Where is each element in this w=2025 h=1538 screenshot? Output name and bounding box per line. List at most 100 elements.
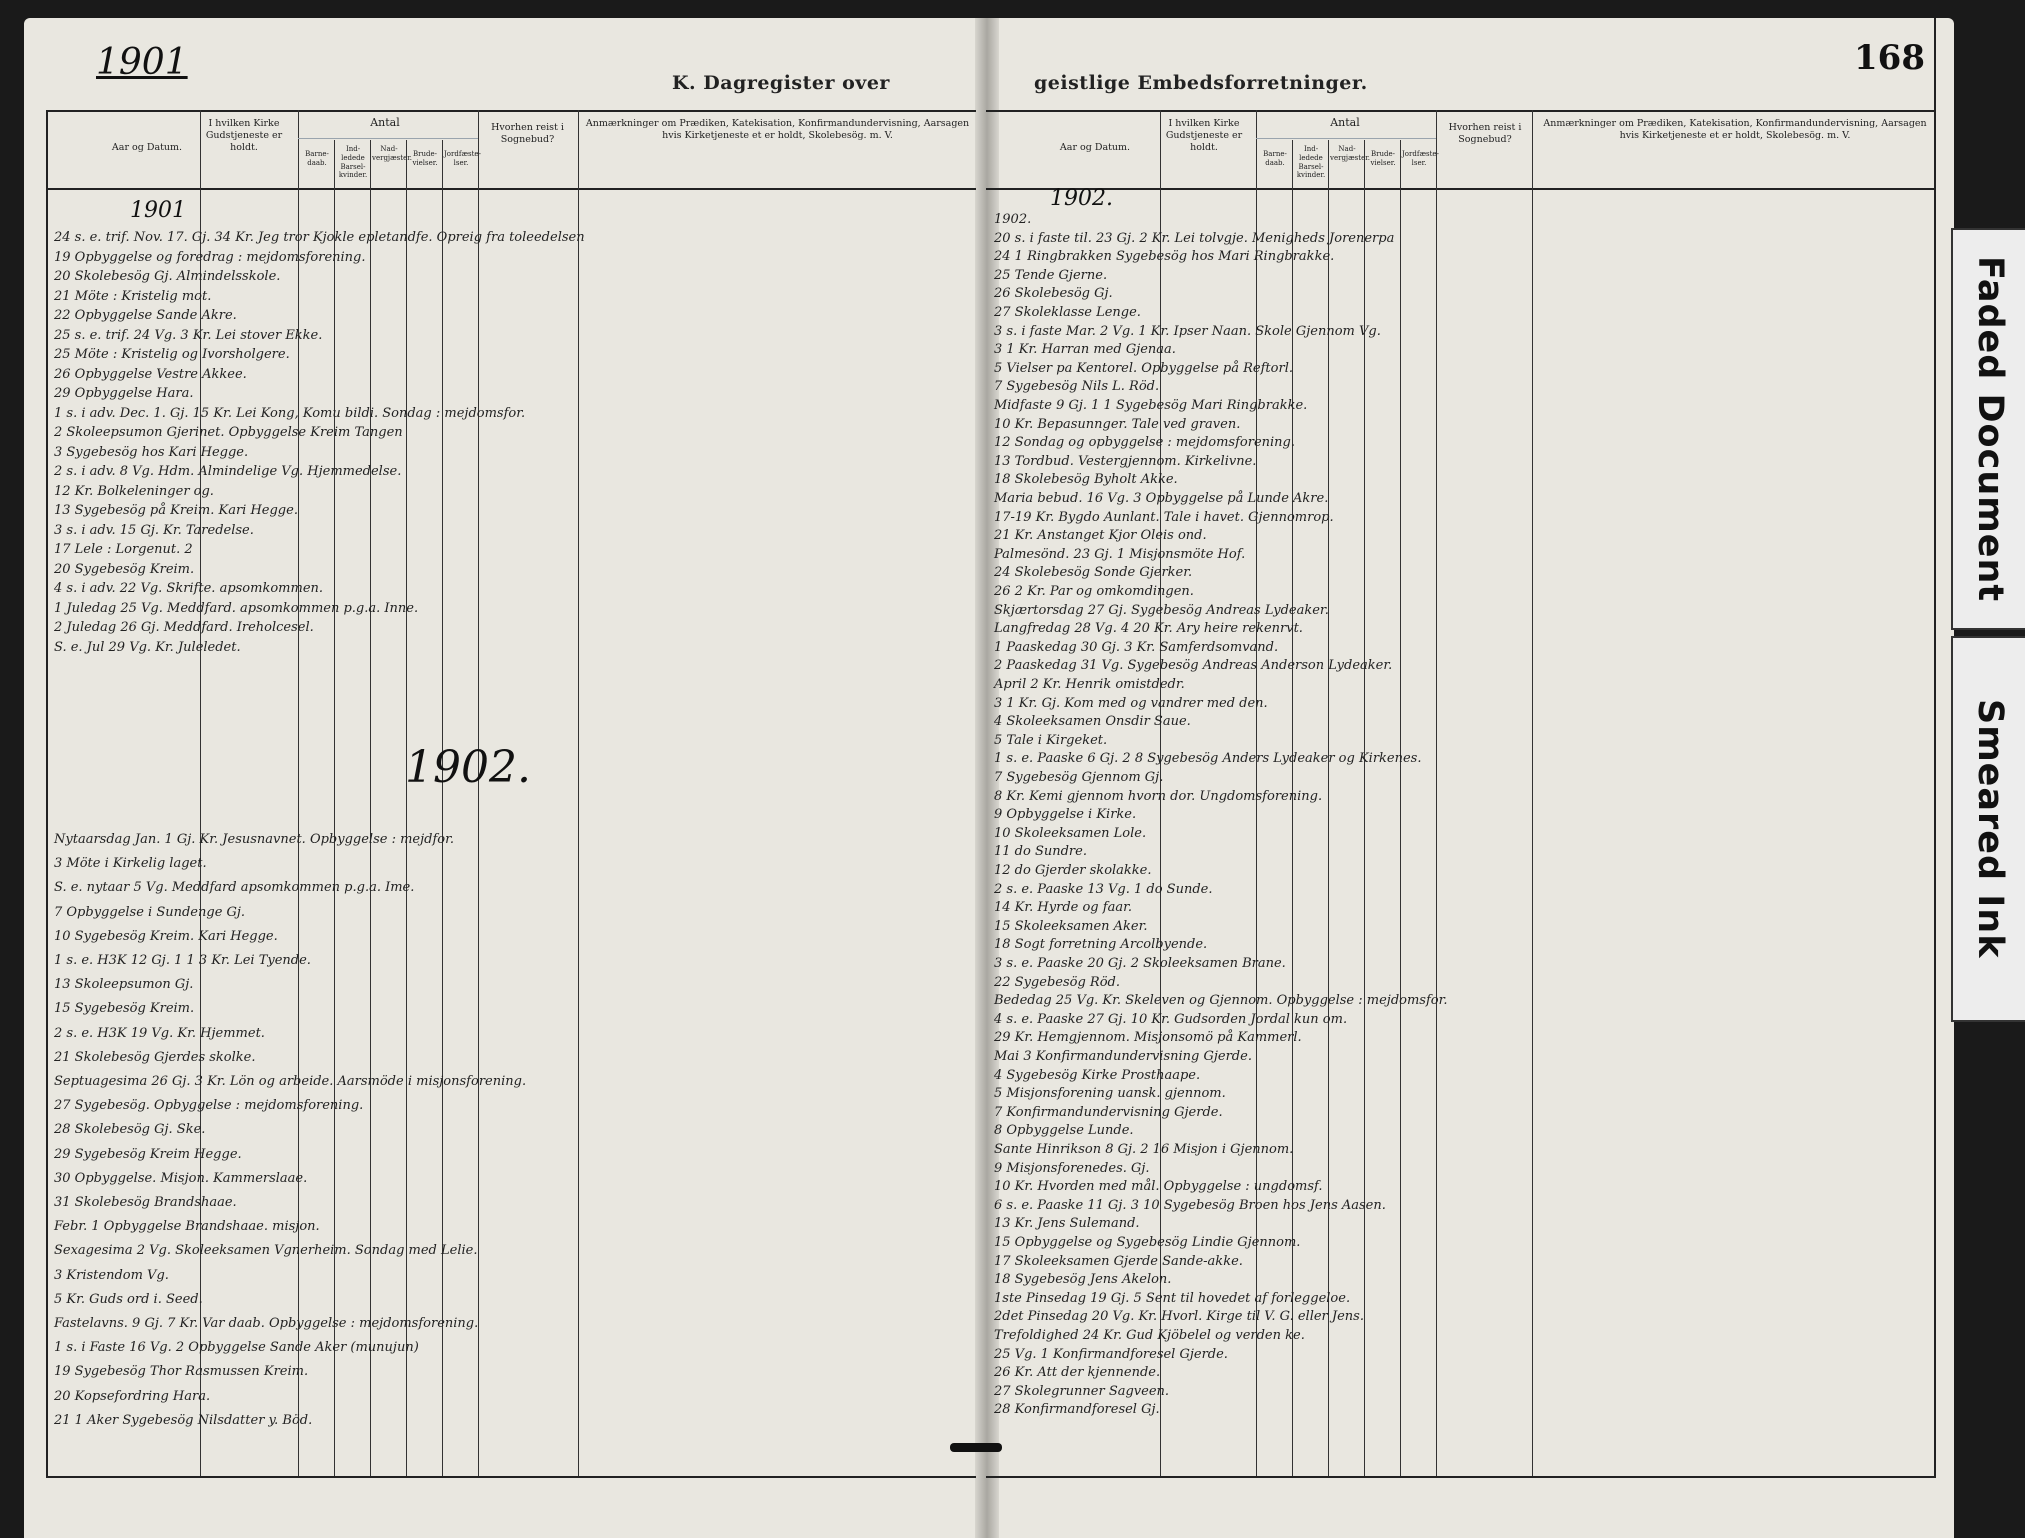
register-entry: 25 Tende Gjerne. bbox=[994, 267, 1108, 283]
register-entry: 3 Kristendom Vg. bbox=[54, 1267, 169, 1283]
register-entry: 29 Sygebesög Kreim Hegge. bbox=[54, 1146, 242, 1162]
book-spine bbox=[975, 18, 999, 1538]
binding-stamp bbox=[950, 1443, 1002, 1452]
register-entry: 21 Möte : Kristelig mot. bbox=[54, 288, 212, 304]
tab-faded-document[interactable]: Faded Document bbox=[1951, 228, 2025, 630]
col-kirke-right: I hvilken Kirke Gudstjeneste er holdt. bbox=[1165, 118, 1243, 153]
register-entry: 15 Sygebesög Kreim. bbox=[54, 1001, 195, 1017]
register-entry: 10 Sygebesög Kreim. Kari Hegge. bbox=[54, 928, 278, 944]
register-entry: 21 Kr. Anstanget Kjor Oleis ond. bbox=[994, 528, 1207, 544]
register-entry: 20 s. i faste til. 23 Gj. 2 Kr. Lei tolv… bbox=[994, 230, 1395, 246]
register-entry: S. e. Jul 29 Vg. Kr. Juleledet. bbox=[54, 639, 241, 655]
tab-faded-label: Faded Document bbox=[1970, 255, 2010, 603]
rule bbox=[1256, 110, 1257, 1476]
register-entry: 12 do Gjerder skolakke. bbox=[994, 863, 1152, 878]
register-entry: 25 Vg. 1 Konfirmandforesel Gjerde. bbox=[994, 1346, 1228, 1362]
col-aar-right: Aar og Datum. bbox=[1059, 142, 1131, 153]
register-entry: 3 Möte i Kirkelig laget. bbox=[54, 856, 207, 872]
register-entry: 8 Kr. Kemi gjennom hvorn dor. Ungdomsfor… bbox=[994, 788, 1323, 804]
register-entry: 18 Sygebesög Jens Akelon. bbox=[994, 1272, 1172, 1288]
rule bbox=[1328, 140, 1329, 1476]
register-entry: 2 Juledag 26 Gj. Meddfard. Ireholcesel. bbox=[54, 620, 314, 635]
register-entry: 7 Sygebesög Gjennom Gj. bbox=[994, 770, 1164, 785]
register-entry: 20 Sygebesög Kreim. bbox=[54, 561, 195, 577]
rule bbox=[200, 110, 201, 1476]
register-entry: 20 Kopsefordring Hara. bbox=[54, 1388, 211, 1404]
col-nadver-left: Nad-vergjæster. bbox=[372, 145, 413, 162]
register-entry: 27 Sygebesög. Opbyggelse : mejdomsforeni… bbox=[54, 1098, 364, 1114]
register-entry: 11 do Sundre. bbox=[994, 844, 1087, 860]
col-barnedaab-right: Barne-daab. bbox=[1263, 150, 1287, 167]
tab-smeared-ink[interactable]: Smeared Ink bbox=[1951, 636, 2025, 1022]
rule bbox=[1160, 110, 1161, 1476]
left-page bbox=[24, 18, 986, 1538]
year-heading-left: 1901 bbox=[96, 42, 188, 83]
register-entry: 17 Skoleeksamen Gjerde Sande-akke. bbox=[994, 1253, 1243, 1269]
register-entry: Maria bebud. 16 Vg. 3 Opbyggelse på Lund… bbox=[994, 491, 1329, 506]
rule bbox=[334, 140, 335, 1476]
register-entry: 4 s. i adv. 22 Vg. Skrifte. apsomkommen. bbox=[54, 581, 324, 596]
register-entry: 5 Misjonsforening uansk. gjennom. bbox=[994, 1086, 1226, 1102]
register-entry: 15 Opbyggelse og Sygebesög Lindie Gjenno… bbox=[994, 1235, 1301, 1250]
register-entry: 25 s. e. trif. 24 Vg. 3 Kr. Lei stover E… bbox=[54, 327, 323, 343]
title-rule-right bbox=[986, 110, 1936, 112]
register-entry: 21 1 Aker Sygebesög Nilsdatter y. Böd. bbox=[54, 1412, 313, 1428]
col-antal-left: Antal bbox=[370, 116, 400, 129]
register-entry: 3 s. e. Paaske 20 Gj. 2 Skoleeksamen Bra… bbox=[994, 956, 1286, 971]
register-entry: 28 Konfirmandforesel Gj. bbox=[994, 1402, 1160, 1418]
register-entry: 1 s. i Faste 16 Vg. 2 Opbyggelse Sande A… bbox=[54, 1340, 419, 1356]
register-entry: 21 Skolebesög Gjerdes skolke. bbox=[54, 1049, 256, 1065]
register-entry: 5 Tale i Kirgeket. bbox=[994, 732, 1108, 748]
register-entry: 26 Kr. Att der kjennende. bbox=[994, 1365, 1161, 1381]
register-entry: 13 Sygebesög på Kreim. Kari Hegge. bbox=[54, 503, 298, 518]
register-entry: 3 s. i faste Mar. 2 Vg. 1 Kr. Ipser Naan… bbox=[994, 323, 1381, 339]
register-entry: 8 Opbyggelse Lunde. bbox=[994, 1123, 1134, 1139]
register-entry: Febr. 1 Opbyggelse Brandshaae. misjon. bbox=[54, 1219, 320, 1235]
register-entry: Skjærtorsdag 27 Gj. Sygebesög Andreas Ly… bbox=[994, 602, 1329, 618]
rule bbox=[1364, 140, 1365, 1476]
register-entry: 28 Skolebesög Gj. Ske. bbox=[54, 1122, 206, 1138]
col-brudevielser-right: Brude-vielser. bbox=[1370, 150, 1396, 167]
register-entry: Septuagesima 26 Gj. 3 Kr. Lön og arbeide… bbox=[54, 1074, 527, 1089]
register-entry: 2 Skoleepsumon Gjerinet. Opbyggelse Krei… bbox=[54, 425, 403, 440]
header-rule-right bbox=[986, 188, 1936, 190]
register-entry: 3 1 Kr. Harran med Gjenaa. bbox=[994, 342, 1176, 358]
col-sognebud-left: Hvorhen reist i Sognebud? bbox=[491, 122, 564, 145]
register-entry: 10 Skoleeksamen Lole. bbox=[994, 825, 1147, 841]
col-barnedaab-left: Barne-daab. bbox=[305, 150, 329, 167]
register-entry: 13 Kr. Jens Sulemand. bbox=[994, 1216, 1140, 1232]
rule bbox=[46, 110, 48, 1476]
col-aar-left: Aar og Datum. bbox=[111, 142, 183, 153]
register-entry: 4 Sygebesög Kirke Prosthaape. bbox=[994, 1067, 1201, 1083]
rule bbox=[298, 110, 299, 1476]
register-entry: 27 Skolegrunner Sagveen. bbox=[994, 1383, 1170, 1399]
rule bbox=[1400, 140, 1401, 1476]
antal-rule-left bbox=[298, 138, 478, 139]
col-nadver-right: Nad-vergjæster. bbox=[1330, 145, 1371, 162]
col-jordfaest-left: Jordfæste-lser. bbox=[444, 150, 481, 167]
col-anmerkninger-right: Anmærkninger om Prædiken, Katekisation, … bbox=[1543, 118, 1927, 141]
register-entry: 10 Kr. Hvorden med mål. Opbyggelse : ung… bbox=[994, 1179, 1323, 1195]
register-entry: 19 Sygebesög Thor Rasmussen Kreim. bbox=[54, 1364, 309, 1380]
rule bbox=[370, 140, 371, 1476]
register-entry: Trefoldighed 24 Kr. Gud Kjöbelel og verd… bbox=[994, 1328, 1305, 1343]
antal-rule-right bbox=[1256, 138, 1436, 139]
col-brudevielser-left: Brude-vielser. bbox=[412, 150, 438, 167]
register-entry: 1 s. i adv. Dec. 1. Gj. 15 Kr. Lei Kong,… bbox=[54, 405, 526, 421]
register-entry: 6 s. e. Paaske 11 Gj. 3 10 Sygebesög Bro… bbox=[994, 1197, 1386, 1213]
register-entry: Sante Hinrikson 8 Gj. 2 16 Misjon i Gjen… bbox=[994, 1142, 1294, 1157]
register-entry: 5 Vielser pa Kentorel. Opbyggelse på Ref… bbox=[994, 360, 1293, 376]
rule bbox=[1532, 110, 1533, 1476]
register-title-right: geistlige Embedsforretninger. bbox=[1034, 72, 1368, 94]
register-entry: 9 Misjonsforenedes. Gj. bbox=[994, 1160, 1150, 1176]
register-entry: 19 Opbyggelse og foredrag : mejdomsforen… bbox=[54, 249, 366, 265]
register-entry: 2det Pinsedag 20 Vg. Kr. Hvorl. Kirge ti… bbox=[994, 1309, 1364, 1325]
col-anmerkninger-left: Anmærkninger om Prædiken, Katekisation, … bbox=[585, 118, 970, 141]
register-entry: 26 Skolebesög Gj. bbox=[994, 286, 1113, 302]
register-entry: 7 Konfirmandundervisning Gjerde. bbox=[994, 1104, 1223, 1120]
register-entry: Langfredag 28 Vg. 4 20 Kr. Ary heire rek… bbox=[994, 621, 1303, 637]
rule bbox=[442, 140, 443, 1476]
col-kirke-left: I hvilken Kirke Gudstjeneste er holdt. bbox=[205, 118, 283, 153]
col-barsel-left: Ind-ledede Barsel-kvinder. bbox=[338, 145, 368, 180]
register-entry: 1 Paaskedag 30 Gj. 3 Kr. Samferdsomvand. bbox=[994, 639, 1279, 655]
